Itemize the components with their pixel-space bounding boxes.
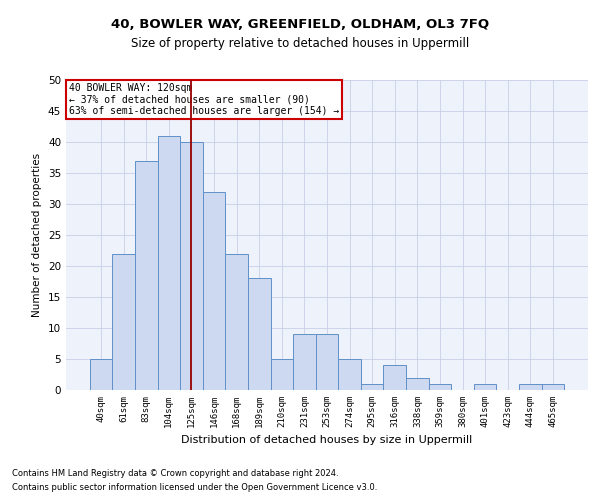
X-axis label: Distribution of detached houses by size in Uppermill: Distribution of detached houses by size … <box>181 436 473 446</box>
Text: Contains HM Land Registry data © Crown copyright and database right 2024.: Contains HM Land Registry data © Crown c… <box>12 468 338 477</box>
Text: Contains public sector information licensed under the Open Government Licence v3: Contains public sector information licen… <box>12 484 377 492</box>
Bar <box>383 365 406 390</box>
Bar <box>542 384 564 390</box>
Bar <box>248 278 271 390</box>
Bar <box>293 334 316 390</box>
Bar <box>226 254 248 390</box>
Text: 40 BOWLER WAY: 120sqm
← 37% of detached houses are smaller (90)
63% of semi-deta: 40 BOWLER WAY: 120sqm ← 37% of detached … <box>68 83 339 116</box>
Bar <box>519 384 542 390</box>
Bar <box>316 334 338 390</box>
Bar <box>361 384 383 390</box>
Bar <box>135 160 158 390</box>
Y-axis label: Number of detached properties: Number of detached properties <box>32 153 43 317</box>
Bar <box>112 254 135 390</box>
Bar <box>203 192 226 390</box>
Bar <box>474 384 496 390</box>
Bar <box>90 359 112 390</box>
Text: Size of property relative to detached houses in Uppermill: Size of property relative to detached ho… <box>131 38 469 51</box>
Bar <box>428 384 451 390</box>
Bar <box>158 136 180 390</box>
Bar <box>271 359 293 390</box>
Bar <box>180 142 203 390</box>
Bar <box>406 378 428 390</box>
Bar <box>338 359 361 390</box>
Text: 40, BOWLER WAY, GREENFIELD, OLDHAM, OL3 7FQ: 40, BOWLER WAY, GREENFIELD, OLDHAM, OL3 … <box>111 18 489 30</box>
